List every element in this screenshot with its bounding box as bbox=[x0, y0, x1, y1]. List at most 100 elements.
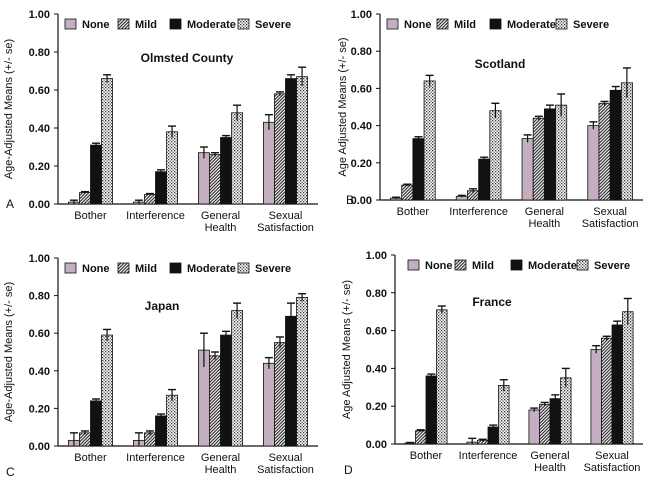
bar-mild-interference bbox=[144, 432, 156, 447]
legend-swatch-severe bbox=[576, 259, 589, 271]
y-tick-label: 0.00 bbox=[29, 199, 50, 211]
y-axis-label: Age Adjusted Means (+/- se) bbox=[341, 280, 353, 419]
legend-swatch-moderate bbox=[510, 259, 523, 271]
x-tick-label: Interference bbox=[459, 450, 518, 462]
y-tick-label: 0.60 bbox=[29, 85, 50, 97]
bar-severe-interference bbox=[166, 131, 179, 205]
bar-moderate-bother bbox=[412, 138, 425, 201]
legend-label-none: None bbox=[82, 263, 110, 275]
legend-swatch-moderate bbox=[169, 18, 182, 30]
legend-swatch-none bbox=[64, 262, 77, 274]
y-tick-label: 0.20 bbox=[351, 158, 372, 170]
y-tick-label: 0.00 bbox=[351, 195, 372, 207]
bar-moderate-general-health bbox=[220, 334, 232, 447]
y-tick-label: 0.60 bbox=[29, 328, 50, 340]
y-tick-label: 0.20 bbox=[29, 403, 50, 415]
y-tick-label: 1.00 bbox=[29, 253, 50, 265]
bar-moderate-sexual-satisfaction bbox=[611, 324, 623, 445]
bar-moderate-interference bbox=[155, 415, 167, 447]
y-tick-label: 0.40 bbox=[351, 121, 372, 133]
bar-severe-general-health bbox=[560, 377, 572, 445]
bar-none-general-health bbox=[528, 409, 540, 445]
bar-moderate-general-health bbox=[543, 108, 556, 201]
legend-swatch-mild bbox=[454, 259, 467, 271]
y-tick-label: 0.00 bbox=[366, 439, 387, 451]
bar-severe-general-health bbox=[231, 112, 244, 205]
x-tick-label: Bother bbox=[397, 206, 430, 218]
x-tick-label: Satisfaction bbox=[257, 464, 314, 476]
legend-swatch-severe bbox=[237, 262, 250, 274]
bar-mild-bother bbox=[415, 430, 427, 445]
legend-swatch-severe bbox=[555, 18, 568, 30]
bar-severe-bother bbox=[436, 309, 448, 445]
legend-swatch-mild bbox=[117, 18, 130, 30]
legend-label-mild: Mild bbox=[472, 260, 494, 272]
x-tick-label: Satisfaction bbox=[584, 462, 641, 474]
bar-severe-interference bbox=[498, 385, 510, 445]
legend-label-severe: Severe bbox=[255, 263, 291, 275]
bar-severe-interference bbox=[166, 394, 179, 447]
bar-mild-sexual-satisfaction bbox=[274, 342, 286, 447]
bar-mild-general-health bbox=[539, 403, 551, 445]
bar-none-sexual-satisfaction bbox=[587, 125, 600, 201]
legend-swatch-moderate bbox=[489, 18, 502, 30]
panel-a: 0.00 0.20 0.40 0.60 0.80 1.00 Age-Adjusted Mea… bbox=[3, 9, 318, 234]
x-tick-label: Satisfaction bbox=[257, 222, 314, 234]
bar-severe-bother bbox=[423, 80, 436, 201]
bar-severe-bother bbox=[101, 78, 114, 205]
x-tick-label: Bother bbox=[410, 450, 443, 462]
bar-none-sexual-satisfaction bbox=[262, 362, 275, 447]
x-tick-label: Sexual bbox=[593, 206, 627, 218]
bar-severe-bother bbox=[101, 334, 114, 447]
legend-swatch-moderate bbox=[169, 262, 182, 274]
bar-severe-general-health bbox=[231, 310, 244, 447]
y-tick-label: 0.80 bbox=[29, 47, 50, 59]
legend-label-moderate: Moderate bbox=[507, 19, 556, 31]
bar-moderate-sexual-satisfaction bbox=[285, 78, 297, 205]
x-tick-label: Satisfaction bbox=[582, 218, 639, 230]
y-tick-label: 1.00 bbox=[29, 9, 50, 21]
bar-mild-bother bbox=[401, 184, 414, 201]
y-tick-label: 0.00 bbox=[29, 441, 50, 453]
bar-moderate-interference bbox=[155, 171, 167, 205]
panel-letter: A bbox=[6, 197, 14, 211]
panel-letter: C bbox=[6, 465, 15, 479]
bar-mild-sexual-satisfaction bbox=[598, 102, 611, 201]
x-tick-label: Sexual bbox=[595, 450, 629, 462]
legend-swatch-severe bbox=[237, 18, 250, 30]
bar-mild-general-health bbox=[209, 154, 221, 205]
y-tick-label: 0.60 bbox=[366, 326, 387, 338]
panel-letter: D bbox=[344, 463, 353, 477]
panel-b: 0.00 0.20 0.40 0.60 0.80 1.00 Age Adjusted Mea… bbox=[337, 9, 643, 230]
bar-moderate-interference bbox=[487, 426, 499, 445]
x-tick-label: Bother bbox=[74, 210, 107, 222]
y-tick-label: 0.60 bbox=[351, 83, 372, 95]
panel-c: 0.00 0.20 0.40 0.60 0.80 1.00 Age-Adjusted Mea… bbox=[3, 253, 318, 479]
bar-mild-bother bbox=[79, 432, 91, 447]
y-tick-label: 0.20 bbox=[366, 401, 387, 413]
x-tick-label: Bother bbox=[74, 452, 107, 464]
legend-label-moderate: Moderate bbox=[187, 19, 236, 31]
x-tick-label: Interference bbox=[126, 210, 185, 222]
bar-none-general-health bbox=[197, 152, 210, 205]
bar-none-sexual-satisfaction bbox=[262, 121, 275, 205]
bar-mild-sexual-satisfaction bbox=[601, 337, 613, 445]
chart-title: Japan bbox=[145, 299, 180, 313]
legend-label-severe: Severe bbox=[594, 260, 630, 272]
legend-label-severe: Severe bbox=[573, 19, 609, 31]
bar-moderate-bother bbox=[425, 375, 437, 445]
bar-severe-sexual-satisfaction bbox=[620, 82, 633, 201]
bar-severe-sexual-satisfaction bbox=[622, 311, 634, 445]
y-tick-label: 1.00 bbox=[366, 250, 387, 262]
legend-label-none: None bbox=[425, 260, 453, 272]
bar-severe-general-health bbox=[555, 104, 568, 201]
y-tick-label: 0.40 bbox=[29, 123, 50, 135]
y-tick-label: 0.80 bbox=[366, 288, 387, 300]
bar-mild-general-health bbox=[209, 355, 221, 447]
legend-swatch-none bbox=[407, 259, 420, 271]
panel-d: 0.00 0.20 0.40 0.60 0.80 1.00 Age Adjusted Mea… bbox=[341, 250, 643, 477]
bar-moderate-sexual-satisfaction bbox=[285, 315, 297, 447]
bar-moderate-general-health bbox=[220, 137, 232, 205]
x-tick-label: General bbox=[530, 450, 569, 462]
